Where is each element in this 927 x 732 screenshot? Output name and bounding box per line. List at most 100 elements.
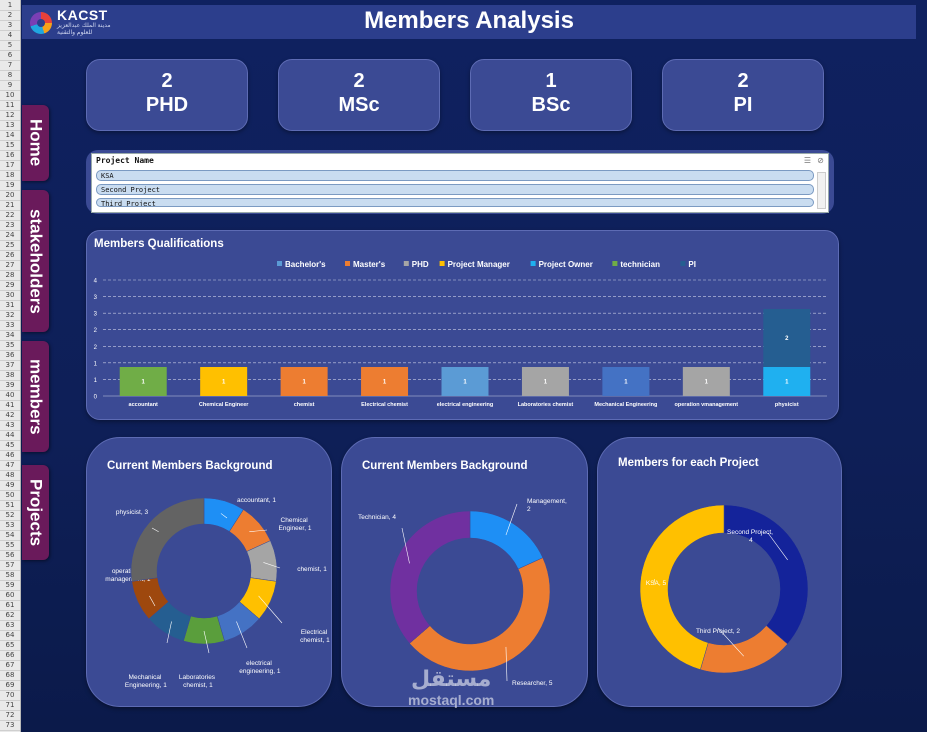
- kpi-value: 1: [545, 70, 557, 92]
- logo-mark-icon: [30, 11, 52, 34]
- multi-select-icon[interactable]: ☰: [803, 156, 812, 165]
- bar-data-label: 1: [624, 380, 628, 386]
- bar-data-label: 1: [544, 380, 548, 386]
- x-tick-label: electrical engineering: [437, 402, 494, 408]
- row-number: 18: [0, 170, 20, 181]
- legend-label: technician: [620, 260, 660, 269]
- legend-swatch: [612, 261, 618, 266]
- slicer-item-ksa[interactable]: KSA: [96, 170, 814, 181]
- roles-background-donut: Management, 2 Researcher, 5 Technician, 4: [358, 498, 569, 687]
- row-number: 59: [0, 580, 20, 591]
- row-number: 1: [0, 0, 20, 11]
- nav-tab-projects[interactable]: Projects: [22, 465, 49, 560]
- row-number: 23: [0, 220, 20, 231]
- donut-data-label: chemist, 1: [297, 566, 327, 573]
- kacst-logo: KACST مدينة الملك عبدالعزيز للعلوم والتق…: [30, 8, 111, 37]
- row-number: 58: [0, 570, 20, 581]
- donut-data-label: Second Project, 4: [727, 529, 773, 544]
- donut-data-label: Mechanical Engineering, 1: [123, 674, 167, 689]
- leader-line: [653, 578, 656, 584]
- chart-title: Current Members Background: [107, 460, 273, 472]
- bar-chemical-engineer: [200, 367, 248, 396]
- legend-label: Project Owner: [539, 260, 593, 269]
- kpi-label: MSc: [338, 94, 380, 116]
- x-tick-label: Electrical chemist: [361, 402, 408, 408]
- kpi-card-phd: 2 PHD: [86, 59, 248, 131]
- legend-swatch: [530, 261, 536, 266]
- legend-swatch: [277, 261, 282, 266]
- donut-data-label: Laboratories chemist, 1: [179, 674, 216, 689]
- row-number: 16: [0, 150, 20, 161]
- page-title: Members Analysis: [364, 7, 574, 34]
- kpi-card-bsc: 1 BSc: [470, 59, 632, 131]
- row-number: 55: [0, 540, 20, 551]
- y-tick-label: 2: [94, 328, 98, 334]
- qualifications-bar-chart: Bachelor's Master's PHD Project Manager Proj…: [94, 260, 827, 408]
- row-number: 40: [0, 390, 20, 401]
- bar-data-label: 1: [302, 380, 306, 386]
- donut-slice-technician: [389, 510, 471, 644]
- slicer-title: Project Name: [96, 156, 154, 165]
- row-number: 28: [0, 270, 20, 281]
- qualifications-chart-panel: Members Qualifications Bachelor's Master'…: [86, 230, 839, 420]
- row-number: 34: [0, 330, 20, 341]
- donut-data-label: Researcher, 5: [512, 680, 553, 687]
- donut-data-label: Electrical chemist, 1: [298, 629, 330, 644]
- leader-line: [505, 503, 518, 536]
- leader-line: [151, 527, 159, 532]
- kpi-card-msc: 2 MSc: [278, 59, 440, 131]
- y-tick-label: 2: [94, 345, 98, 351]
- bar-electrical-engineering: [441, 367, 489, 396]
- leader-line: [203, 630, 210, 654]
- row-number: 53: [0, 520, 20, 531]
- row-number: 2: [0, 10, 20, 21]
- bar-data-label: 1: [705, 380, 709, 386]
- donut-data-label: physicist, 3: [116, 509, 149, 516]
- x-tick-label: Chemical Engineer: [199, 402, 249, 408]
- row-number: 65: [0, 640, 20, 651]
- row-number: 67: [0, 660, 20, 671]
- bar-data-label: 1: [383, 380, 387, 386]
- x-tick-label: physicist: [775, 402, 799, 408]
- donut-data-label: KSA, 5: [646, 580, 667, 587]
- row-number: 73: [0, 720, 20, 731]
- row-number: 54: [0, 530, 20, 541]
- watermark: مستقل mostaql.com: [408, 668, 494, 709]
- x-tick-label: Laboratories chemist: [518, 402, 574, 408]
- clear-filter-icon[interactable]: ⊘: [817, 156, 824, 165]
- donut-data-label: operations management, 1: [104, 568, 151, 583]
- donut-data-label: Technician, 4: [358, 514, 396, 521]
- row-number: 13: [0, 120, 20, 131]
- row-number: 57: [0, 560, 20, 571]
- nav-tab-home[interactable]: Home: [22, 105, 49, 181]
- row-number: 7: [0, 60, 20, 71]
- kpi-value: 2: [737, 70, 749, 92]
- row-number: 29: [0, 280, 20, 291]
- leader-line: [258, 595, 283, 624]
- row-number: 51: [0, 500, 20, 511]
- y-tick-label: 0: [94, 395, 98, 401]
- nav-tab-stakeholders[interactable]: stakeholders: [22, 190, 49, 332]
- row-number: 42: [0, 410, 20, 421]
- legend-label: PI: [688, 260, 696, 269]
- bar-operation-vmanagement: [682, 367, 730, 396]
- bar-data-label: 1: [463, 380, 467, 386]
- row-number: 14: [0, 130, 20, 141]
- row-number: 3: [0, 20, 20, 31]
- bar-data-label: 1: [142, 380, 146, 386]
- nav-tab-members[interactable]: members: [22, 341, 49, 452]
- donut-slice-management: [469, 510, 544, 570]
- leader-line: [717, 627, 744, 657]
- leader-line: [505, 646, 508, 682]
- legend-swatch: [439, 261, 445, 266]
- donut-slice-second-project: [723, 504, 809, 645]
- y-tick-label: 1: [94, 361, 98, 367]
- slicer-item-second-project[interactable]: Second Project: [96, 184, 814, 195]
- row-number: 33: [0, 320, 20, 331]
- x-tick-label: operation vmanagement: [675, 402, 739, 408]
- slicer-item-third-project[interactable]: Third Project: [96, 198, 814, 207]
- slicer-scrollbar[interactable]: [817, 172, 826, 209]
- row-number: 68: [0, 670, 20, 681]
- donut-slice-researcher: [409, 557, 551, 672]
- row-number: 19: [0, 180, 20, 191]
